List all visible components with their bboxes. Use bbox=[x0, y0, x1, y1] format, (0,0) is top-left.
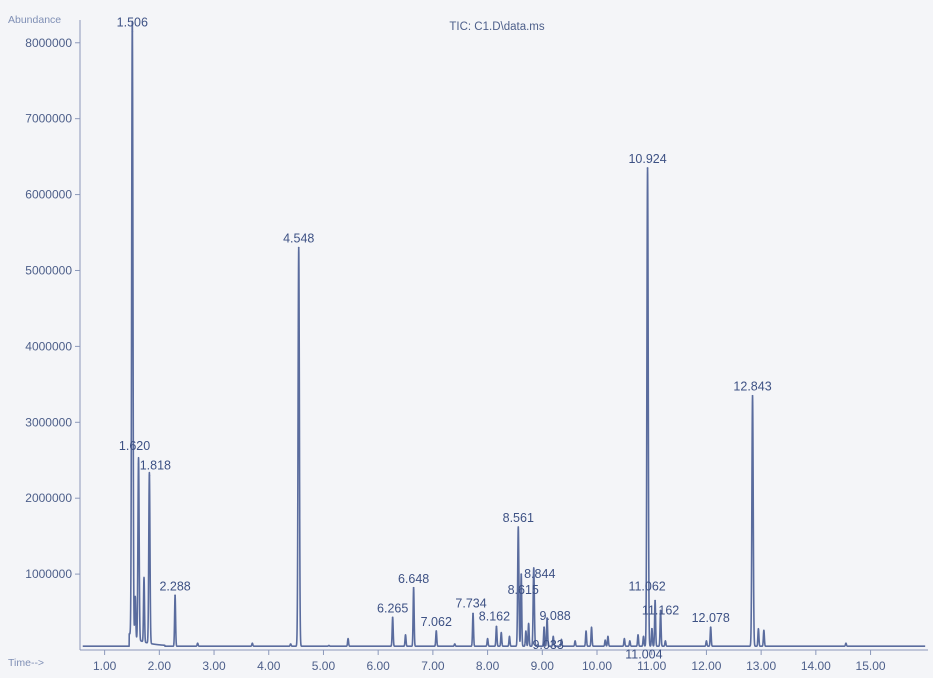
x-tick-label: 1.00 bbox=[93, 659, 117, 673]
peak-apex bbox=[137, 463, 140, 465]
peak-label: 7.062 bbox=[421, 615, 452, 629]
peak-apex bbox=[520, 573, 523, 575]
peak-label: 6.648 bbox=[398, 572, 429, 586]
x-tick-label: 8.00 bbox=[476, 659, 500, 673]
peak-label: 9.088 bbox=[539, 609, 570, 623]
y-tick-label: 3000000 bbox=[25, 415, 72, 429]
peak-label: 2.288 bbox=[159, 579, 190, 593]
peak-label: 11.062 bbox=[628, 580, 665, 594]
peak-labels: 1.506 1.620 1.818 2.288 4.548 6.265 6.648 7.062… bbox=[117, 15, 772, 661]
x-tick-label: 10.00 bbox=[582, 659, 612, 673]
peak-apex bbox=[659, 609, 662, 612]
peak-apex bbox=[751, 394, 754, 397]
x-tick-label: 9.00 bbox=[531, 659, 555, 673]
peak-label: 7.734 bbox=[455, 597, 486, 611]
peak-apex bbox=[174, 594, 176, 597]
x-tick-label: 6.00 bbox=[366, 659, 390, 673]
peak-apex bbox=[646, 167, 649, 169]
peak-label: 1.818 bbox=[140, 458, 171, 472]
axes: 1000000 2000000 3000000 4000000 5000000 60000… bbox=[25, 20, 928, 673]
peak-apex bbox=[435, 630, 438, 632]
chart-title: TIC: C1.D\data.ms bbox=[449, 21, 544, 33]
y-axis-title: Abundance bbox=[8, 14, 61, 26]
peak-label: 8.162 bbox=[479, 609, 510, 623]
peak-apex bbox=[546, 617, 549, 620]
peak-apex bbox=[472, 612, 474, 615]
peak-label: 11.162 bbox=[642, 604, 679, 618]
tic-trace bbox=[82, 20, 926, 647]
peak-label: 9.033 bbox=[532, 638, 563, 652]
peak-apex bbox=[412, 586, 415, 589]
peak-apex bbox=[297, 246, 300, 249]
y-tick-label: 8000000 bbox=[25, 36, 72, 50]
peak-label: 6.265 bbox=[377, 601, 408, 615]
peak-label: 8.561 bbox=[503, 511, 534, 525]
x-tick-label: 4.00 bbox=[257, 659, 281, 673]
peak-label: 12.078 bbox=[692, 611, 730, 625]
peak-label: 4.548 bbox=[283, 232, 314, 246]
x-tick-label: 15.00 bbox=[856, 659, 886, 673]
peak-apex bbox=[532, 567, 535, 569]
peak-apex bbox=[654, 599, 657, 602]
x-tick-label: 2.00 bbox=[148, 659, 172, 673]
peak-label: 1.506 bbox=[117, 15, 148, 29]
x-tick-label: 3.00 bbox=[202, 659, 226, 673]
y-tick-label: 7000000 bbox=[25, 112, 72, 126]
peak-label: 1.620 bbox=[119, 439, 150, 453]
x-tick-label: 12.00 bbox=[691, 659, 721, 673]
x-tick-label: 13.00 bbox=[746, 659, 776, 673]
peak-label: 11.004 bbox=[625, 648, 662, 662]
peak-label: 8.844 bbox=[524, 567, 555, 581]
x-tick-label: 5.00 bbox=[312, 659, 336, 673]
peak-label: 10.924 bbox=[628, 152, 666, 166]
y-tick-label: 1000000 bbox=[25, 567, 72, 581]
peak-apex bbox=[709, 626, 712, 629]
x-axis-title: Time--> bbox=[8, 657, 44, 669]
peak-apex bbox=[517, 526, 520, 528]
x-tick-label: 11.00 bbox=[637, 659, 666, 673]
x-tick-label: 7.00 bbox=[421, 659, 445, 673]
peak-label: 12.843 bbox=[733, 380, 771, 394]
peak-apex bbox=[131, 30, 134, 33]
y-tick-label: 5000000 bbox=[25, 263, 72, 277]
y-tick-label: 2000000 bbox=[25, 491, 72, 505]
peak-apex bbox=[495, 625, 498, 628]
tic-trace-line bbox=[82, 20, 926, 647]
y-tick-label: 6000000 bbox=[25, 188, 72, 202]
x-tick-label: 14.00 bbox=[801, 659, 831, 673]
y-tick-label: 4000000 bbox=[25, 339, 72, 353]
peak-apex bbox=[148, 474, 151, 477]
peak-apex bbox=[651, 627, 653, 630]
peak-label: 8.615 bbox=[508, 583, 539, 597]
peak-apex bbox=[543, 626, 546, 629]
peak-apex bbox=[391, 616, 394, 619]
